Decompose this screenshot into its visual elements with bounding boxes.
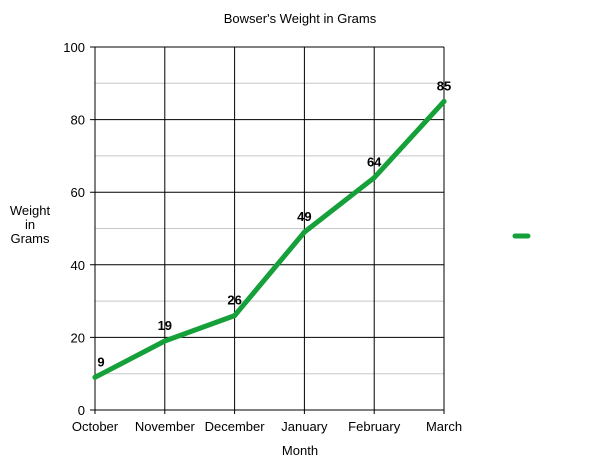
- y-tick-label: 0: [78, 403, 85, 418]
- series-line: [92, 98, 447, 380]
- data-point: [371, 175, 377, 181]
- y-axis-title-line: Weight: [9, 203, 51, 218]
- x-tick-label: October: [72, 419, 119, 434]
- data-label: 64: [367, 155, 382, 170]
- data-point: [232, 313, 238, 319]
- data-label: 26: [227, 293, 241, 308]
- data-label: 19: [158, 318, 172, 333]
- y-tick-label: 80: [71, 113, 85, 128]
- y-axis-tick-labels: 0 20 40 60 80 100: [63, 40, 85, 418]
- major-gridlines: [90, 46, 445, 414]
- y-tick-label: 100: [63, 40, 85, 55]
- data-point: [162, 338, 168, 344]
- data-label: 85: [437, 78, 451, 93]
- x-tick-label: February: [348, 419, 401, 434]
- y-axis-title-line: Grams: [10, 231, 50, 246]
- data-point: [301, 229, 307, 235]
- y-tick-label: 40: [71, 258, 85, 273]
- minor-gridlines: [95, 82, 444, 375]
- data-label: 49: [297, 209, 311, 224]
- series-group: [92, 98, 447, 380]
- y-tick-label: 60: [71, 185, 85, 200]
- x-tick-label: March: [426, 419, 462, 434]
- x-axis-title: Month: [282, 443, 318, 458]
- x-tick-label: November: [135, 419, 196, 434]
- data-label: 9: [97, 354, 104, 369]
- y-axis-title: Weight in Grams: [6, 204, 54, 246]
- chart-title: Bowser's Weight in Grams: [224, 11, 377, 26]
- data-point: [92, 374, 98, 380]
- data-point: [441, 98, 447, 104]
- x-tick-label: December: [205, 419, 266, 434]
- x-tick-label: January: [281, 419, 328, 434]
- y-axis-title-line: in: [24, 217, 36, 232]
- y-tick-label: 20: [71, 330, 85, 345]
- data-label-group: 9 19 26 49 64 85: [97, 78, 451, 369]
- x-axis-tick-labels: October November December January February Ma…: [72, 419, 462, 434]
